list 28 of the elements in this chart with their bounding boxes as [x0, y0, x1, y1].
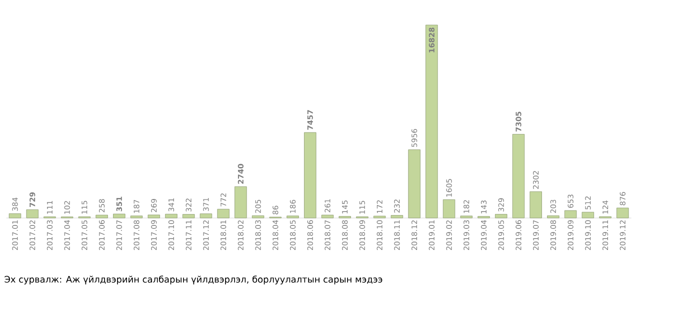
bar: [26, 209, 38, 218]
bar: [442, 199, 456, 218]
bar: [408, 149, 420, 218]
bar: [234, 186, 247, 218]
bar: [495, 214, 508, 218]
bar: [148, 214, 160, 218]
bar: [304, 132, 316, 218]
bar: [460, 216, 472, 218]
bar: [96, 214, 108, 218]
bar: [182, 214, 195, 218]
bar: [113, 214, 126, 218]
bar: [8, 213, 22, 218]
bar: [217, 208, 230, 218]
bar: [426, 24, 438, 218]
bar: [130, 216, 143, 218]
bar: [165, 214, 178, 218]
bar: [390, 215, 404, 218]
bar: [512, 134, 525, 218]
bar: [616, 208, 629, 218]
text: Эх сурвалж: Аж үйлдвэрийн салбарын үйлдвэрлэл, борлуулалтын сарын мэдээ: [4, 276, 382, 284]
bar: [252, 215, 264, 218]
bar: [582, 212, 594, 218]
bar: [547, 215, 560, 218]
bar: [200, 214, 212, 218]
bar: [321, 214, 334, 218]
bar: [286, 216, 299, 218]
bar: [564, 210, 577, 218]
bar: [530, 191, 542, 218]
